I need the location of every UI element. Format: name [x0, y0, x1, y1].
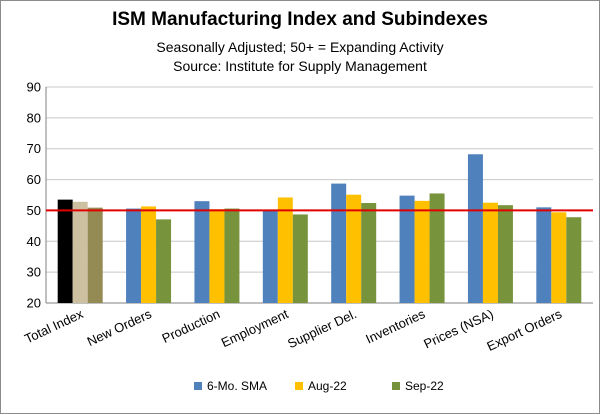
bar — [57, 199, 73, 303]
bar — [292, 214, 308, 303]
legend-label: Sep-22 — [405, 379, 444, 393]
bar — [536, 207, 552, 303]
bar — [497, 205, 513, 303]
y-tick-label: 80 — [27, 110, 41, 125]
bar — [467, 154, 483, 303]
bar — [414, 200, 430, 303]
legend-swatch — [392, 382, 400, 390]
legend-swatch — [194, 382, 202, 390]
legend-label: 6-Mo. SMA — [207, 379, 267, 393]
bar — [429, 193, 445, 303]
bar — [277, 197, 293, 303]
bar — [482, 202, 498, 303]
y-tick-label: 60 — [27, 172, 41, 187]
bar — [209, 209, 225, 303]
x-tick-label: Export Orders — [484, 306, 564, 354]
y-tick-label: 50 — [27, 203, 41, 218]
y-tick-label: 30 — [27, 265, 41, 280]
bar — [346, 194, 362, 303]
bar — [224, 208, 240, 303]
chart-title: ISM Manufacturing Index and Subindexes — [112, 9, 488, 30]
x-tick-label: Inventories — [363, 306, 427, 347]
bar — [399, 195, 415, 303]
bar — [194, 201, 210, 303]
bar — [331, 183, 347, 303]
legend-label: Aug-22 — [308, 379, 347, 393]
x-tick-label: Total Index — [22, 306, 86, 346]
bar — [126, 208, 142, 303]
x-tick-label: Prices (NSA) — [421, 306, 495, 351]
bar — [141, 206, 157, 303]
bar — [566, 217, 582, 303]
bar — [156, 219, 172, 303]
x-tick-label: Production — [160, 306, 223, 346]
x-tick-label: Supplier Del. — [285, 306, 359, 351]
bar — [72, 201, 88, 303]
chart-subtitle-line-1: Seasonally Adjusted; 50+ = Expanding Act… — [156, 39, 444, 55]
y-tick-label: 70 — [27, 141, 41, 156]
bar — [551, 212, 567, 303]
bar — [87, 207, 103, 303]
x-tick-label: New Orders — [85, 306, 155, 349]
bar — [361, 203, 377, 303]
y-tick-label: 20 — [27, 296, 41, 311]
y-tick-label: 40 — [27, 234, 41, 249]
x-tick-label: Employment — [219, 306, 291, 350]
chart-subtitle-line-2: Source: Institute for Supply Management — [173, 58, 427, 74]
bar — [262, 209, 278, 303]
y-tick-label: 90 — [27, 80, 41, 95]
legend-swatch — [295, 382, 303, 390]
